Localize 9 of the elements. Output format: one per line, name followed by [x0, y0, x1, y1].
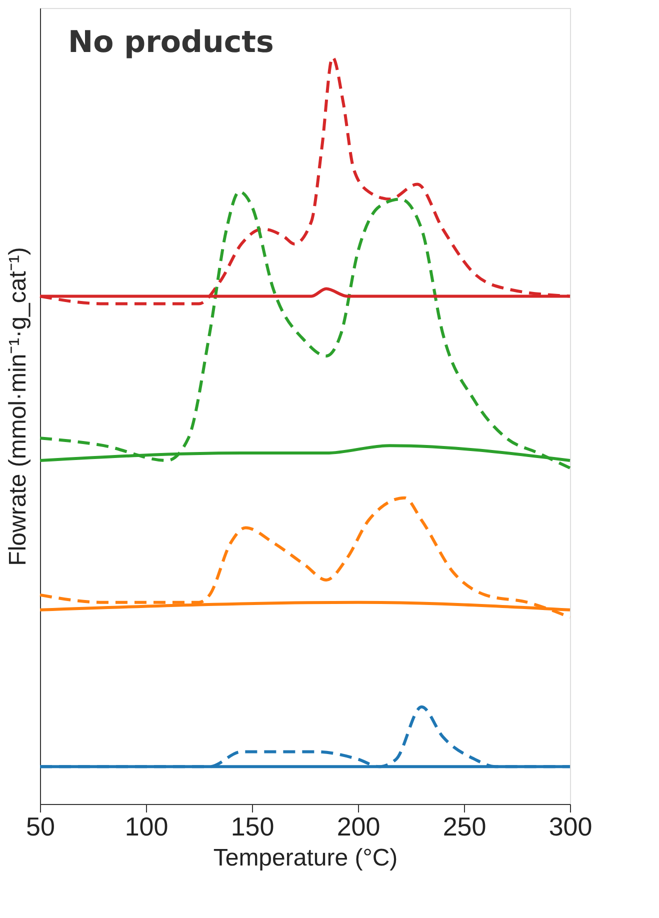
x-tick-label: 150 — [230, 812, 274, 842]
y-axis-title: Flowrate (mmol·min⁻¹·g_cat⁻¹) — [4, 247, 32, 566]
x-tick-label: 250 — [442, 812, 486, 842]
x-tick-label: 100 — [124, 812, 168, 842]
x-tick-label: 300 — [548, 812, 592, 842]
x-axis-title: Temperature (°C) — [213, 844, 398, 872]
annotation: No products — [68, 25, 274, 60]
x-tick-label: 200 — [336, 812, 380, 842]
x-tick-label: 50 — [26, 812, 55, 842]
